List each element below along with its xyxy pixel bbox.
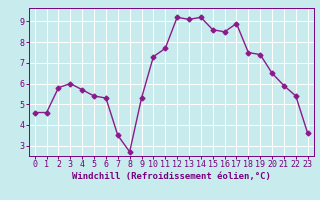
X-axis label: Windchill (Refroidissement éolien,°C): Windchill (Refroidissement éolien,°C) (72, 172, 271, 181)
